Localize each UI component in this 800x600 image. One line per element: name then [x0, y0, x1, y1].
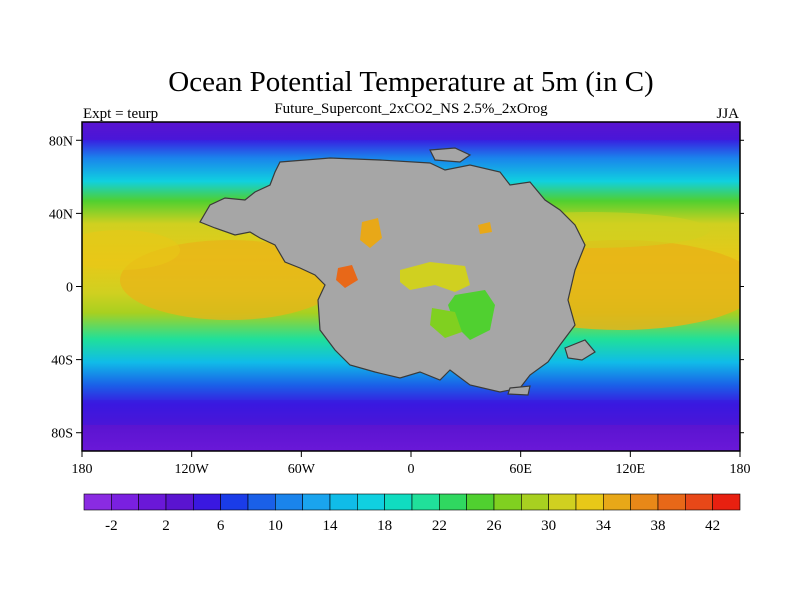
colorbar-label: 14	[323, 518, 339, 534]
colorbar-label: 34	[596, 518, 612, 534]
latitude-axis: 80N 40N 0 40S 80S	[49, 134, 744, 442]
colorbar-swatch	[247, 493, 276, 511]
colorbar-swatch	[685, 493, 713, 511]
colorbar-label: 6	[217, 518, 225, 534]
longitude-axis: 180 120W 60W 0 60E 120E 180	[72, 451, 751, 477]
lat-tick-label: 80N	[49, 134, 73, 149]
colorbar-label: 22	[432, 518, 447, 534]
inland-seas	[336, 218, 495, 340]
lon-tick-label: 120E	[616, 462, 646, 477]
colorbar: -2 2 6 10 14 18 22 26 30 34 38 42	[83, 493, 741, 534]
lon-tick-label: 120W	[175, 462, 210, 477]
colorbar-swatch	[275, 493, 303, 511]
lat-tick-label: 40S	[51, 354, 73, 369]
colorbar-label: 10	[268, 518, 283, 534]
colorbar-swatch	[521, 493, 549, 511]
lat-tick-label: 80S	[51, 427, 73, 442]
colorbar-swatch	[111, 493, 139, 511]
lon-tick-label: 180	[72, 462, 93, 477]
colorbar-label: 18	[377, 518, 392, 534]
colorbar-swatch	[411, 493, 440, 511]
lon-tick-label: 0	[408, 462, 415, 477]
colorbar-swatch	[220, 493, 249, 511]
season-label: JJA	[716, 106, 739, 122]
colorbar-swatch	[712, 493, 741, 511]
colorbar-swatch	[575, 493, 604, 511]
colorbar-label: 42	[705, 518, 720, 534]
supercontinent-land	[199, 147, 596, 396]
colorbar-swatch	[83, 493, 112, 511]
lat-tick-label: 40N	[49, 207, 73, 222]
lon-tick-label: 60W	[288, 462, 316, 477]
colorbar-label: 30	[541, 518, 556, 534]
lat-tick-label: 0	[66, 281, 73, 296]
lon-tick-label: 180	[730, 462, 751, 477]
lon-tick-label: 60E	[509, 462, 532, 477]
colorbar-swatch	[657, 493, 686, 511]
colorbar-swatch	[329, 493, 358, 511]
plot-subtitle: Future_Supercont_2xCO2_NS 2.5%_2xOrog	[274, 101, 548, 117]
colorbar-swatch	[193, 493, 221, 511]
colorbar-swatch	[138, 493, 167, 511]
colorbar-swatch	[302, 493, 331, 511]
colorbar-swatch	[165, 493, 194, 511]
colorbar-swatch	[439, 493, 467, 511]
colorbar-label: 38	[651, 518, 666, 534]
experiment-label: Expt = teurp	[83, 106, 158, 122]
colorbar-swatch	[357, 493, 385, 511]
colorbar-label: 2	[162, 518, 170, 534]
colorbar-swatch	[384, 493, 413, 511]
colorbar-swatch	[493, 493, 522, 511]
colorbar-swatch	[548, 493, 577, 511]
colorbar-label: 26	[487, 518, 503, 534]
colorbar-swatch	[603, 493, 631, 511]
plot-title: Ocean Potential Temperature at 5m (in C)	[168, 66, 653, 98]
colorbar-swatch	[466, 493, 495, 511]
colorbar-label: -2	[105, 518, 118, 534]
colorbar-swatch	[630, 493, 659, 511]
